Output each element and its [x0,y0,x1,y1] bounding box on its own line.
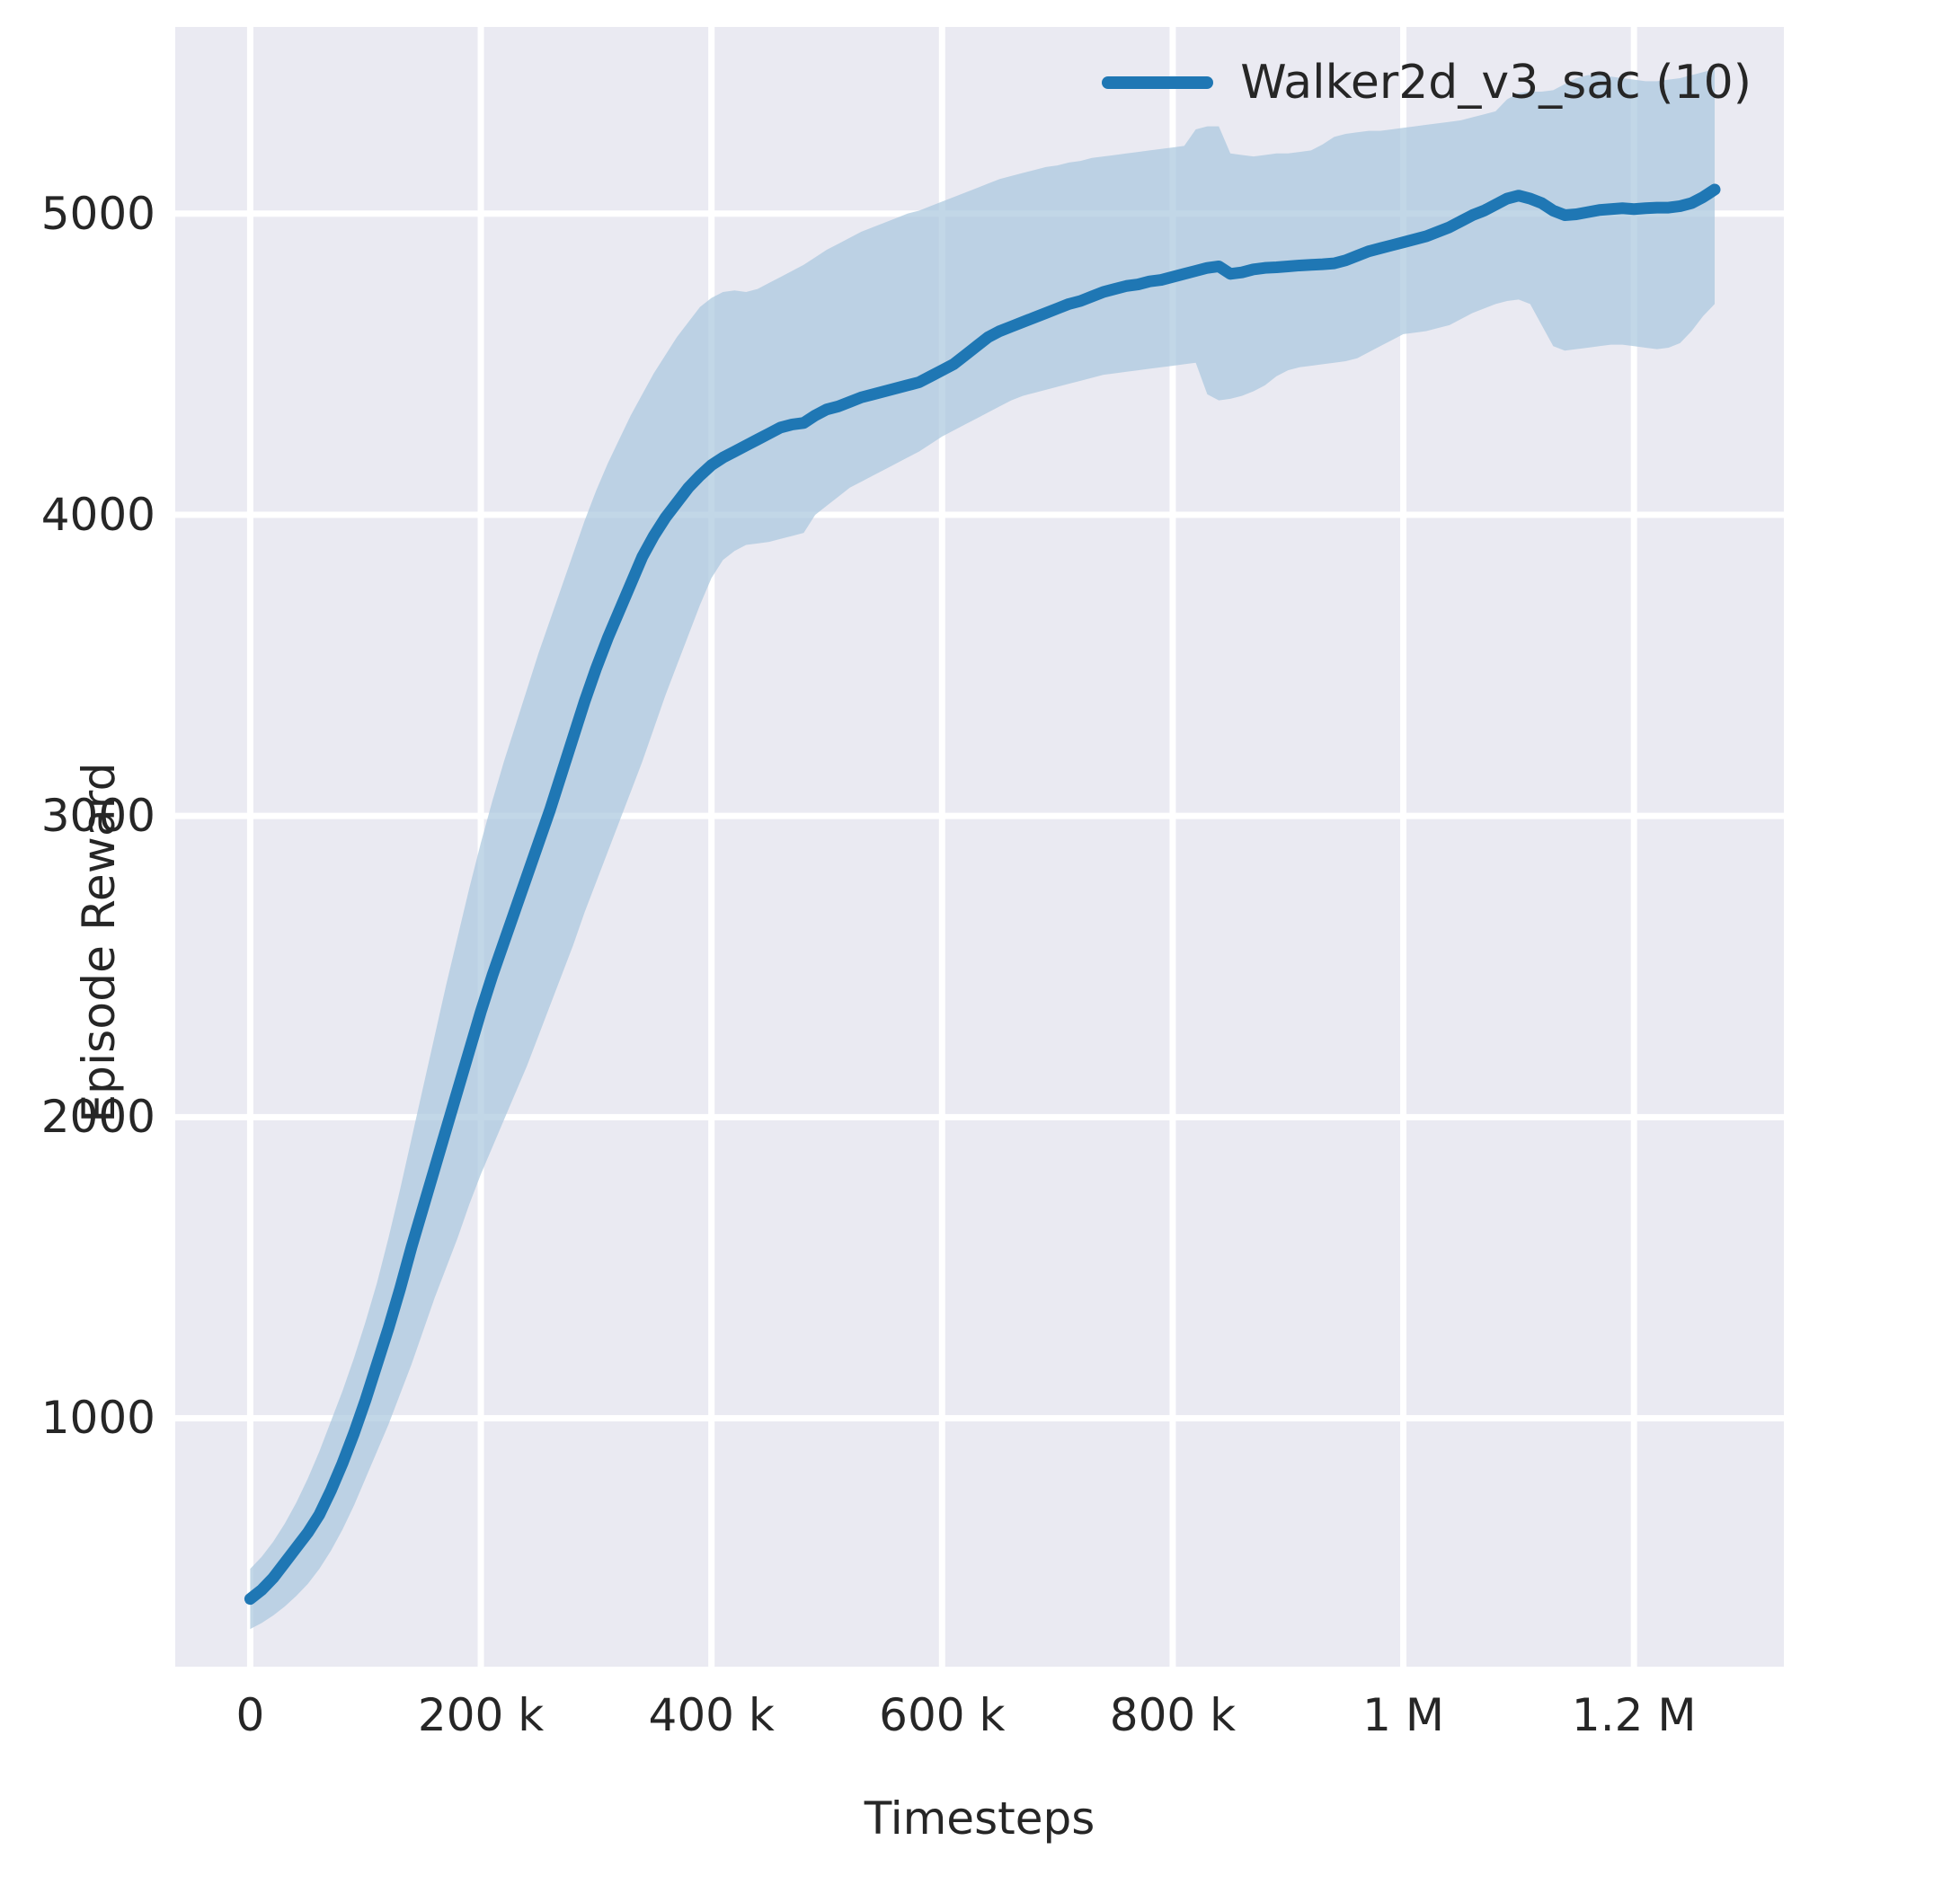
y-axis-tick-label: 5000 [40,187,155,240]
x-axis-tick-label: 800 k [1109,1689,1237,1741]
mean-line-walker2d-v3-sac [244,183,1721,1606]
x-axis-tick-label: 1.2 M [1571,1689,1697,1741]
legend-line-swatch [1102,76,1214,89]
plot-svg [175,27,1784,1667]
plot-area: Walker2d_v3_sac (10) [175,27,1784,1667]
x-axis-tick-label: 600 k [879,1689,1006,1741]
y-axis-tick-label: 1000 [40,1392,155,1445]
legend: Walker2d_v3_sac (10) [1095,52,1759,113]
x-axis-title: Timesteps [864,1792,1095,1845]
y-axis-tick-label: 3000 [40,790,155,843]
y-axis-title: Episode Reward [20,0,125,1885]
confidence-band [250,68,1716,1630]
y-axis-tick-label: 2000 [40,1091,155,1144]
y-axis-tick-label: 4000 [40,488,155,541]
legend-label-walker2d-v3-sac: Walker2d_v3_sac (10) [1240,56,1752,110]
x-axis-tick-label: 0 [235,1689,265,1741]
x-axis-tick-label: 1 M [1362,1689,1444,1741]
x-axis-tick-label: 400 k [648,1689,775,1741]
x-axis-tick-label: 200 k [417,1689,545,1741]
